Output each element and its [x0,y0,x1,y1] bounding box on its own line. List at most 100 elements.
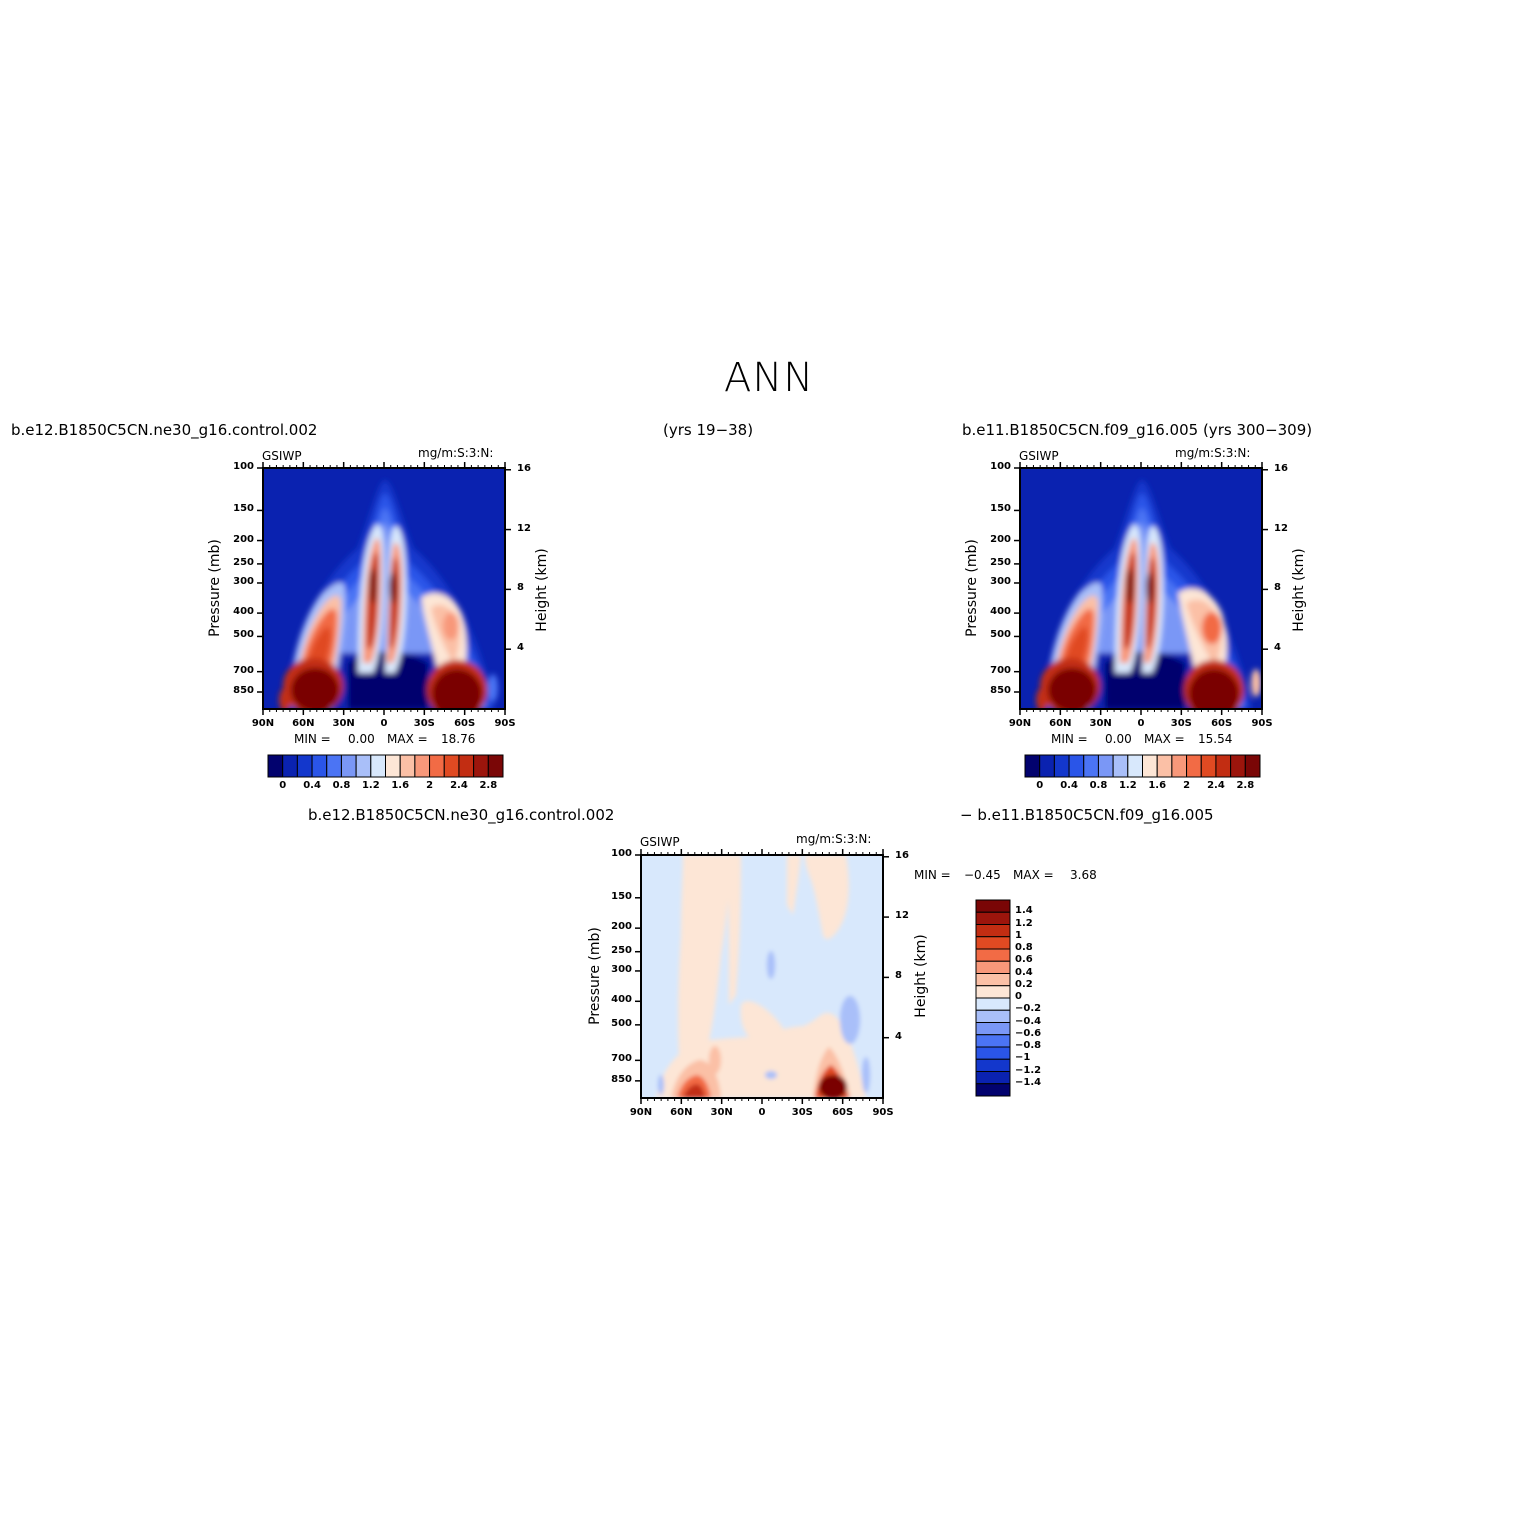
x-tick-label: 60S [454,718,476,729]
x-tick-label: 90S [494,718,516,729]
colorbar-label: 1.2 [1118,780,1137,791]
y-tick-label: 250 [611,944,632,956]
diff-max-label: MAX = [1013,868,1054,882]
colorbar-label: −1.4 [1015,1076,1042,1088]
x-tick-label: 60S [1211,718,1233,729]
colorbar-box [296,754,313,778]
y-right-tick-label: 16 [1274,462,1288,474]
x-tick-label: 90N [251,718,275,729]
colorbar-box [311,754,328,778]
colorbar-box [975,948,1011,962]
y-right-tick-label: 16 [895,849,909,861]
colorbar-box [975,973,1011,987]
colorbar-box [1068,754,1085,778]
y-tick-label: 500 [990,629,1011,641]
panel1-left-string: GSIWP [262,449,302,463]
colorbar-box [1039,754,1055,778]
colorbar-label: 1.4 [1015,905,1033,917]
panel2-left-string: GSIWP [1019,449,1059,463]
y-right-tick-label: 4 [517,642,524,654]
diff-max-value: 3.68 [1070,868,1097,882]
y-tick-label: 100 [611,848,632,859]
y-tick-label: 500 [233,629,254,641]
colorbar-box [1127,754,1143,778]
y-right-tick-label: 16 [517,462,531,474]
colorbar-box [1215,754,1232,778]
panel2-right-string: mg/m:S:3:N: [1175,446,1251,460]
colorbar-box [1053,754,1070,778]
y-tick-label: 100 [990,461,1011,472]
colorbar-label: 2 [1183,780,1191,791]
y-tick-label: 850 [233,684,254,696]
colorbar-box [1112,754,1129,778]
colorbar-label: 0.4 [303,780,321,791]
diff-left-string: GSIWP [640,835,680,849]
y-tick-label: 200 [233,533,254,545]
colorbar-box [370,754,386,778]
colorbar-label: 0 [1015,991,1022,1002]
colorbar-label: 2.4 [1207,780,1225,791]
case1-header: b.e12.B1850C5CN.ne30_g16.control.002 [11,421,318,439]
colorbar-box [1230,754,1246,778]
y-tick-label: 200 [611,921,632,933]
x-tick-label: 30N [710,1107,733,1118]
x-tick-label: 60N [1049,718,1072,729]
colorbar-boxes [1024,754,1261,778]
colorbar-label: −0.2 [1015,1003,1042,1015]
tick-marks [1014,462,1268,715]
colorbar-label: 2.8 [479,780,498,791]
colorbar-label: −0.4 [1015,1015,1042,1027]
y-tick-label: 150 [233,503,254,515]
panel2-max-label: MAX = [1144,732,1185,746]
y-tick-label: 300 [611,963,632,975]
colorbar-box [975,1083,1011,1097]
panel2-max-value: 15.54 [1198,732,1233,746]
colorbar-box [355,754,372,778]
panel2-ylabel-right: Height (km) [1291,548,1307,632]
x-tick-label: 30S [1170,718,1192,729]
panel1-ylabel: Pressure (mb) [207,539,223,637]
colorbar-label: 0.8 [332,780,351,791]
colorbar-label: 0.8 [1015,942,1033,953]
colorbar-box [458,754,475,778]
panel1-max-label: MAX = [387,732,428,746]
y-tick-label: 200 [990,533,1011,545]
colorbar-label: 2 [426,780,434,791]
y-tick-label: 100 [233,461,254,472]
diff-plot [635,849,889,1104]
colorbar-box [975,899,1011,913]
colorbar-label: 2.8 [1236,780,1255,791]
colorbar-label: 1.6 [391,780,410,791]
panel1-min-value: 0.00 [348,732,375,746]
colorbar-box [487,754,504,778]
y-right-tick-label: 4 [1274,642,1281,654]
colorbar-label: 0.6 [1015,954,1033,966]
x-tick-label: 90S [1251,718,1273,729]
colorbar-box [267,754,284,778]
colorbar-box [975,985,1011,999]
colorbar-label: −1.2 [1015,1064,1042,1076]
colorbar-box [1024,754,1041,778]
y-tick-label: 250 [990,556,1011,568]
x-tick-label: 60N [670,1107,693,1118]
panel1-ylabel-right: Height (km) [534,548,550,632]
colorbar-boxes [975,899,1011,1097]
figure-title: ANN [724,355,815,401]
colorbar-label: 1 [1015,929,1022,941]
y-tick-label: 150 [611,890,632,902]
colorbar-box [326,754,342,778]
y-tick-label: 300 [990,575,1011,587]
tick-marks [635,849,889,1104]
colorbar-box [414,754,431,778]
tick-marks [257,462,511,715]
colorbar-box [1156,754,1173,778]
panel2-plot [1014,462,1268,715]
colorbar-box [473,754,489,778]
diff-min-label: MIN = [914,868,951,882]
colorbar-label: 0.2 [1015,978,1033,990]
x-tick-label: 0 [380,718,388,729]
y-tick-label: 400 [611,994,632,1006]
panel1-plot [257,462,511,715]
case2-header: b.e11.B1850C5CN.f09_g16.005 (yrs 300−309… [962,421,1313,439]
